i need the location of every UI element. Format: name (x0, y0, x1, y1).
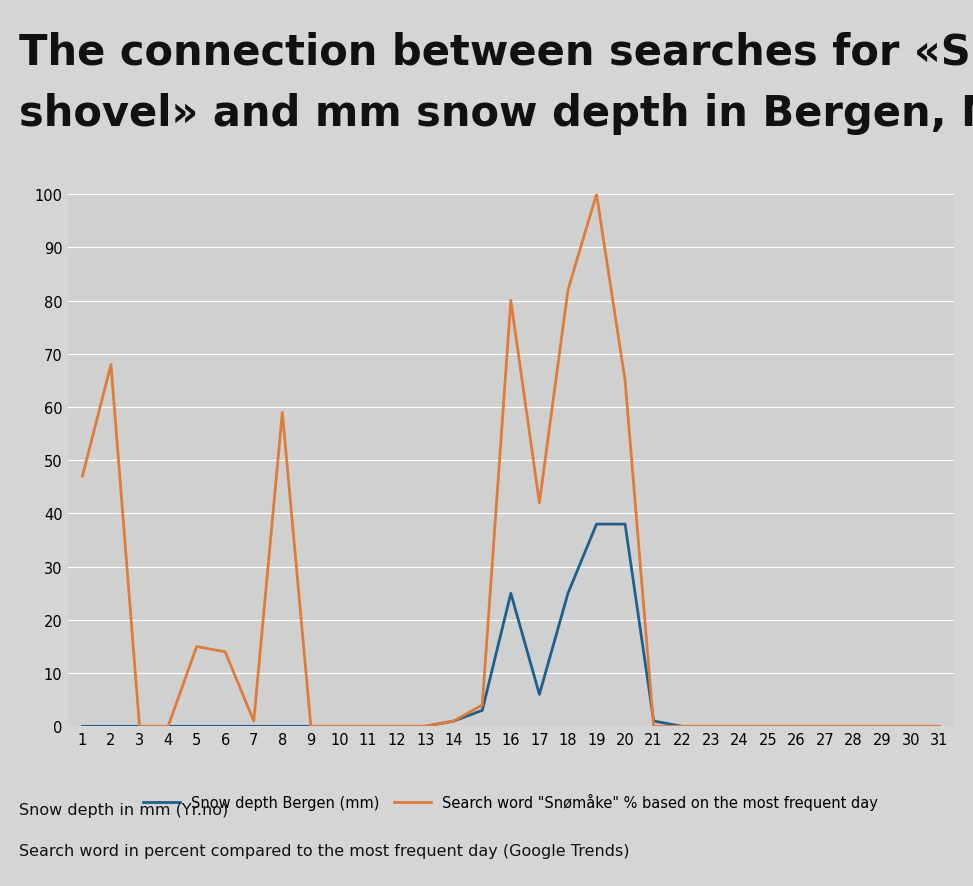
Text: Search word in percent compared to the most frequent day (Google Trends): Search word in percent compared to the m… (19, 843, 630, 859)
Text: Snow depth in mm (Yr.no): Snow depth in mm (Yr.no) (19, 802, 229, 817)
Text: shovel» and mm snow depth in Bergen, Norway: shovel» and mm snow depth in Bergen, Nor… (19, 93, 973, 135)
Text: The connection between searches for «Snow: The connection between searches for «Sno… (19, 31, 973, 73)
Legend: Snow depth Bergen (mm), Search word "Snømåke" % based on the most frequent day: Snow depth Bergen (mm), Search word "Snø… (137, 787, 884, 816)
